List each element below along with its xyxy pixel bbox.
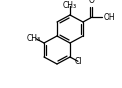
Text: Cl: Cl [75,57,83,66]
Text: O: O [89,0,95,5]
Text: CH₃: CH₃ [63,1,77,10]
Text: CH₃: CH₃ [26,34,41,43]
Text: OH: OH [104,13,115,22]
